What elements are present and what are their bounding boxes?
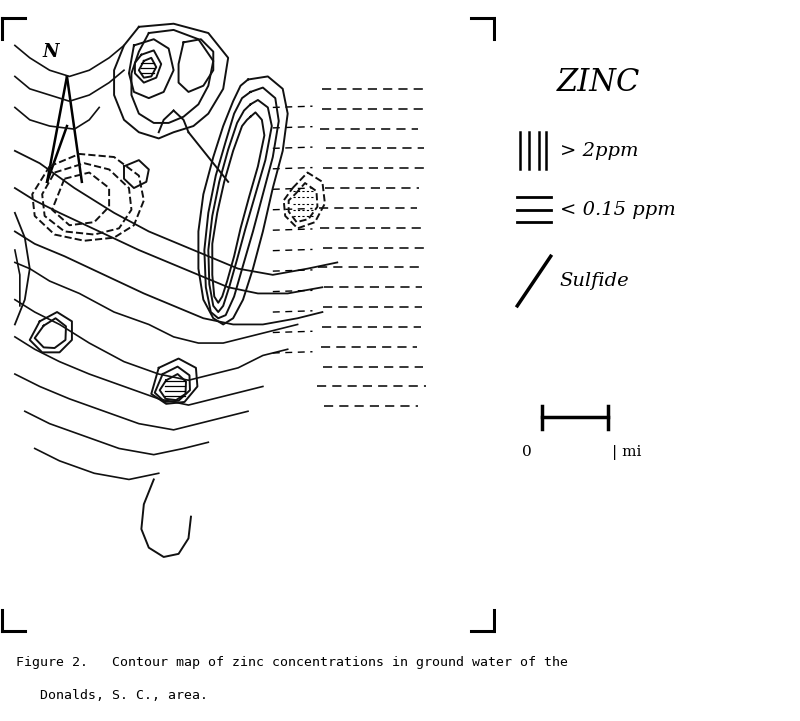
Text: Donalds, S. C., area.: Donalds, S. C., area. (16, 689, 208, 702)
Text: | mi: | mi (611, 446, 641, 461)
Text: > 2ppm: > 2ppm (560, 142, 638, 160)
Text: Figure 2.   Contour map of zinc concentrations in ground water of the: Figure 2. Contour map of zinc concentrat… (16, 656, 568, 669)
Text: N: N (42, 43, 59, 61)
Text: 0: 0 (522, 446, 531, 459)
Text: ZINC: ZINC (557, 67, 640, 98)
Text: Sulfide: Sulfide (560, 272, 630, 290)
Text: < 0.15 ppm: < 0.15 ppm (560, 200, 675, 218)
